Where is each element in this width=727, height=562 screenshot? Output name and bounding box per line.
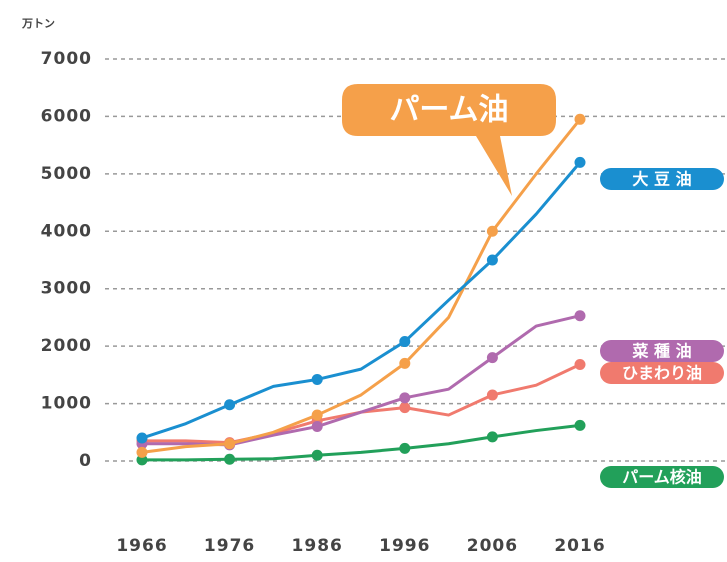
legend-badge	[600, 362, 724, 384]
point	[224, 438, 236, 450]
point	[399, 336, 411, 348]
y-tick-label: 0	[79, 451, 92, 471]
series-line	[142, 423, 581, 462]
point	[574, 156, 586, 168]
point	[574, 359, 586, 371]
legend-label: 大 豆 油	[632, 170, 691, 189]
point	[311, 421, 323, 433]
legend-label: 菜 種 油	[631, 342, 691, 361]
y-tick-label: 4000	[41, 221, 92, 241]
point	[486, 431, 498, 443]
point	[136, 432, 148, 444]
point	[574, 113, 586, 125]
legend-badge	[600, 466, 724, 488]
x-tick-label: 1986	[292, 536, 343, 556]
y-tick-label: 6000	[41, 106, 92, 126]
point	[399, 442, 411, 454]
x-tick-label: 1976	[204, 536, 255, 556]
legend-label: パーム油	[389, 93, 508, 128]
point	[224, 453, 236, 465]
point	[311, 373, 323, 385]
x-tick-label: 2016	[554, 536, 605, 556]
point	[574, 310, 586, 322]
point	[224, 399, 236, 411]
y-tick-label: 3000	[41, 279, 92, 299]
y-tick-label: 7000	[41, 49, 92, 69]
x-tick-label: 1966	[116, 536, 167, 556]
legend-label: パーム核油	[622, 468, 702, 487]
legend-badge	[600, 168, 724, 190]
legend-badge	[600, 340, 724, 362]
series-line	[141, 118, 582, 454]
y-tick-label: 1000	[41, 394, 92, 414]
callout-bubble	[342, 84, 556, 196]
point	[574, 419, 586, 431]
point	[399, 402, 411, 414]
y-tick-label: 2000	[41, 336, 92, 356]
y-axis-label: 万トン	[21, 17, 55, 30]
x-tick-label: 1996	[379, 536, 430, 556]
legend-label: ひまわり油	[622, 364, 702, 383]
point	[486, 389, 498, 401]
point	[399, 392, 411, 404]
point	[486, 254, 498, 266]
series-line	[142, 314, 581, 447]
x-tick-label: 2006	[467, 536, 518, 556]
point	[311, 409, 323, 421]
y-tick-label: 5000	[41, 164, 92, 184]
point	[486, 352, 498, 364]
series-line	[141, 161, 582, 440]
point	[399, 357, 411, 369]
point	[486, 225, 498, 237]
point	[136, 446, 148, 458]
point	[311, 449, 323, 461]
